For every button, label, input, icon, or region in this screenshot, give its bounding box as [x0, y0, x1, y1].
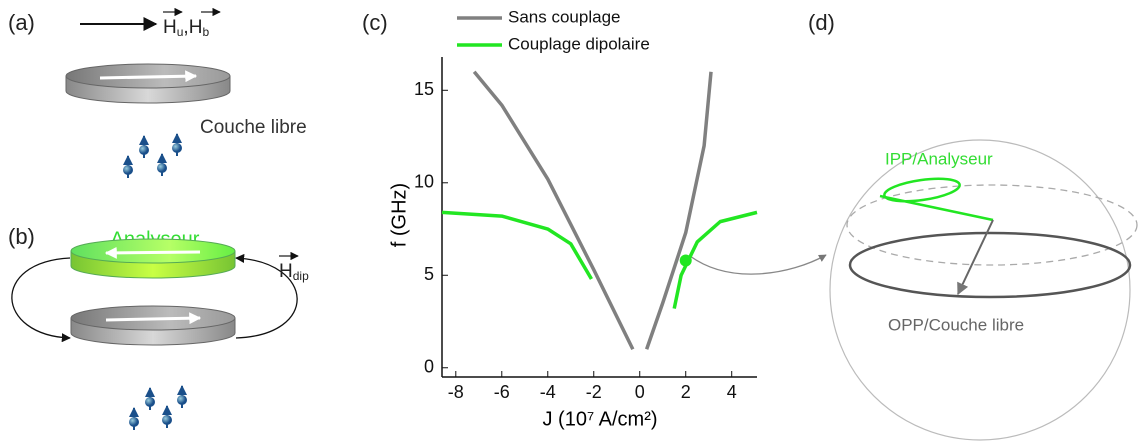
- y-tick-label: 10: [414, 172, 434, 192]
- magnetization: [105, 312, 202, 325]
- x-tick-label: 0: [635, 382, 645, 402]
- ipp-orbit: [883, 177, 961, 203]
- series-line: [441, 210, 758, 309]
- magnetization: [99, 70, 198, 83]
- layer-label: Couche libre: [200, 117, 307, 138]
- field-label: Hu,Hb: [163, 17, 209, 39]
- chart: f (GHz) J (10⁷ A/cm²): [388, 183, 657, 431]
- marker: [679, 254, 692, 267]
- y-tick-label: 5: [424, 264, 434, 284]
- sphere: [829, 139, 1131, 441]
- opp-orbit: [848, 231, 1132, 299]
- panel-label: (d): [808, 10, 835, 35]
- legend-label: Couplage dipolaire: [508, 34, 650, 53]
- x-tick-label: -2: [586, 382, 602, 402]
- field-label: Hdip: [279, 261, 309, 283]
- ipp-vector: [879, 194, 994, 222]
- panel-label: (c): [362, 10, 388, 35]
- dipolar-loop: [11, 257, 71, 343]
- series-line: [472, 70, 713, 351]
- opp-vector: [957, 219, 994, 296]
- spins: [129, 385, 187, 430]
- dipolar-loop: [235, 253, 298, 339]
- x-tick-label: -4: [540, 382, 556, 402]
- x-tick-label: -8: [448, 382, 464, 402]
- orbit-label: OPP/Couche libre: [888, 315, 1024, 334]
- x-axis-label: J (10⁷ A/cm²): [542, 408, 657, 430]
- panel-label: (a): [8, 10, 35, 35]
- magnetization: [104, 246, 201, 259]
- y-tick-label: 15: [414, 79, 434, 99]
- y-tick-label: 0: [424, 357, 434, 377]
- legend-label: Sans couplage: [508, 7, 620, 26]
- x-tick-label: 4: [727, 382, 737, 402]
- orbit-label: IPP/Analyseur: [885, 149, 993, 168]
- x-tick-label: -6: [494, 382, 510, 402]
- equator: [846, 184, 1138, 266]
- y-axis-label: f (GHz): [388, 183, 410, 247]
- link-arrow: [689, 254, 827, 275]
- panel-label: (b): [8, 224, 35, 249]
- spins: [123, 133, 182, 178]
- x-tick-label: 2: [681, 382, 691, 402]
